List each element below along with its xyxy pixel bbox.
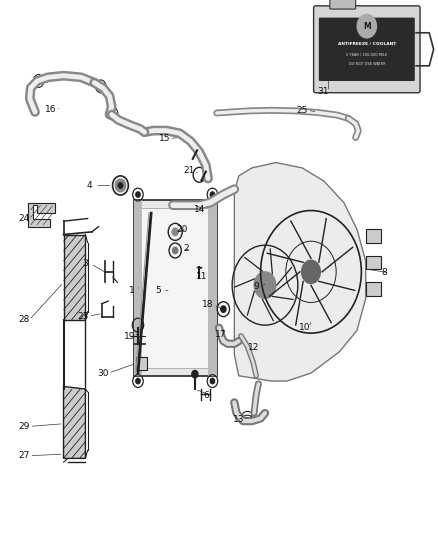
Text: 24: 24 [18,214,30,223]
FancyBboxPatch shape [136,357,147,370]
Text: 18: 18 [202,301,214,309]
FancyBboxPatch shape [138,208,212,368]
FancyBboxPatch shape [314,6,420,93]
Circle shape [254,271,276,299]
Text: 21: 21 [184,166,195,175]
FancyBboxPatch shape [208,200,217,376]
Text: 9: 9 [253,282,259,291]
Polygon shape [64,235,85,320]
Circle shape [221,306,226,312]
Text: 13: 13 [233,415,244,424]
Text: 12: 12 [247,343,259,352]
Text: 19: 19 [124,333,135,341]
FancyBboxPatch shape [366,282,381,296]
Circle shape [115,179,126,192]
Circle shape [357,14,376,38]
FancyBboxPatch shape [366,229,381,243]
FancyBboxPatch shape [330,0,356,9]
FancyBboxPatch shape [134,200,217,376]
Text: 29: 29 [18,422,30,431]
Text: 25: 25 [297,106,308,115]
Text: DO NOT USE WATER: DO NOT USE WATER [349,62,385,66]
Text: 17: 17 [215,330,227,338]
Text: 2: 2 [184,245,189,253]
Text: 28: 28 [18,316,30,324]
Circle shape [192,370,198,378]
Text: 27: 27 [18,451,30,460]
Text: 1: 1 [128,286,134,295]
Text: 5 YEAR / 100,000 MILE: 5 YEAR / 100,000 MILE [346,53,388,57]
Text: 8: 8 [381,269,388,277]
Text: 16: 16 [45,105,56,114]
Circle shape [210,378,215,384]
Circle shape [136,378,140,384]
Text: 23: 23 [78,312,89,320]
Text: 14: 14 [194,205,205,214]
Text: 5: 5 [155,286,161,295]
Text: 31: 31 [318,87,329,96]
FancyBboxPatch shape [134,200,142,376]
Text: 11: 11 [196,272,207,280]
Text: ANTIFREEZE / COOLANT: ANTIFREEZE / COOLANT [338,42,396,45]
Text: 3: 3 [82,260,88,268]
Polygon shape [234,163,366,381]
Text: 10: 10 [299,324,310,332]
Circle shape [173,247,178,254]
Text: 4: 4 [87,181,92,190]
Circle shape [136,192,140,197]
Circle shape [118,183,123,188]
Text: 30: 30 [97,369,109,377]
Polygon shape [28,203,55,227]
Circle shape [210,192,215,197]
Circle shape [301,260,321,284]
Text: M: M [363,22,371,31]
FancyBboxPatch shape [366,256,381,269]
Text: 15: 15 [159,134,170,143]
Text: 20: 20 [176,225,187,233]
Circle shape [172,228,178,236]
Polygon shape [64,386,85,458]
FancyBboxPatch shape [319,18,415,81]
Text: 6: 6 [203,391,209,400]
